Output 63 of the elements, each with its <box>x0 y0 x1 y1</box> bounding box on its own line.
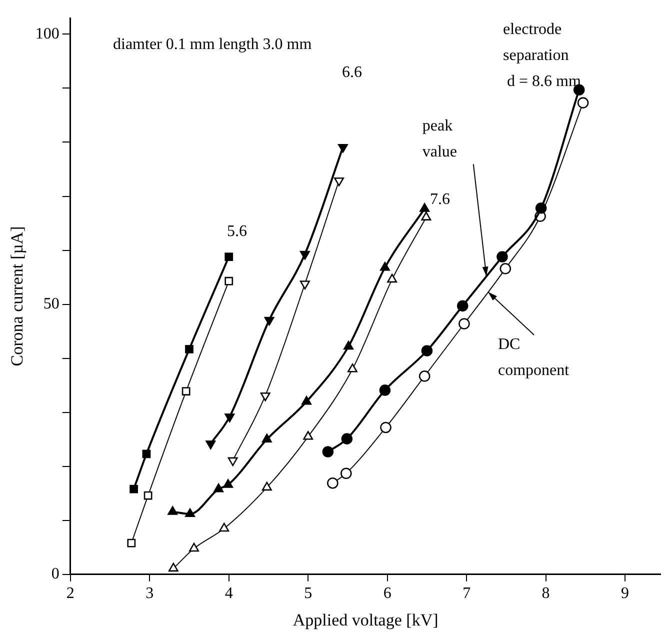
point <box>338 144 348 153</box>
point <box>380 262 390 271</box>
point <box>142 450 151 458</box>
point <box>456 300 468 312</box>
point <box>340 468 352 480</box>
point <box>182 387 190 396</box>
point <box>224 276 234 286</box>
point <box>223 479 234 488</box>
annotation: 7.6 <box>430 191 450 208</box>
point <box>421 345 433 356</box>
y-tick-label: 50 <box>43 296 60 313</box>
x-tick-label: 4 <box>224 585 233 602</box>
point <box>214 483 224 492</box>
point <box>535 202 547 214</box>
x-tick-label: 6 <box>383 585 392 602</box>
point <box>577 97 589 108</box>
point <box>344 340 354 350</box>
x-tick-label: 5 <box>304 585 312 602</box>
annotation: 6.6 <box>342 64 362 82</box>
x-tick-label: 9 <box>621 585 630 602</box>
point <box>418 370 430 382</box>
y-tick-label: 0 <box>51 566 60 583</box>
point <box>347 363 358 372</box>
point <box>458 318 470 330</box>
point <box>302 396 312 405</box>
point <box>130 484 138 494</box>
point <box>421 212 432 220</box>
point <box>262 482 272 491</box>
point <box>189 542 199 552</box>
point <box>168 506 178 515</box>
x-axis-title: Applied voltage [kV] <box>292 610 438 630</box>
x-tick-label: 2 <box>66 585 74 602</box>
annotation: diamter 0.1 mm length 3.0 mm <box>113 36 312 54</box>
point <box>262 434 272 442</box>
point <box>185 508 196 518</box>
annotation: 5.6 <box>227 223 247 240</box>
point <box>334 177 344 186</box>
annotation: DC component <box>498 336 570 380</box>
point <box>387 274 398 283</box>
point <box>185 344 194 354</box>
point <box>224 252 234 261</box>
point <box>380 422 392 434</box>
point <box>144 491 152 500</box>
point <box>168 562 178 572</box>
point <box>322 446 334 458</box>
point <box>219 522 230 532</box>
y-tick-label: 100 <box>35 25 60 42</box>
annotation: peak value <box>422 117 458 160</box>
point <box>379 384 391 396</box>
point <box>300 250 310 260</box>
point <box>500 263 512 274</box>
point <box>420 203 430 212</box>
y-axis-title: Corona current [µA] <box>8 226 27 366</box>
point <box>300 280 310 290</box>
point <box>303 431 314 440</box>
x-tick-label: 3 <box>146 585 154 602</box>
point <box>341 433 353 444</box>
annotation: electrode separation d = 8.6 mm <box>503 21 582 90</box>
point <box>127 538 136 548</box>
point <box>327 477 338 489</box>
x-tick-label: 7 <box>462 585 471 602</box>
x-tick-label: 8 <box>542 585 550 602</box>
point <box>496 251 508 262</box>
